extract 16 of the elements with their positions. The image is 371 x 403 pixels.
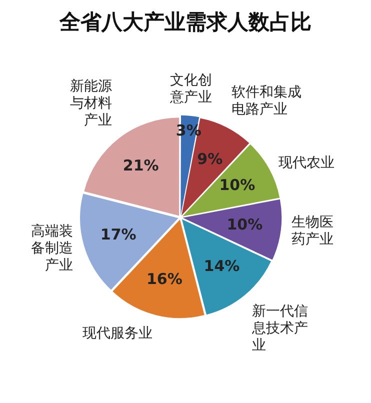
data-label: 16%: [146, 270, 182, 288]
slice-label: 现代农业: [278, 155, 335, 172]
slice-label: 文化创意产业: [169, 72, 212, 106]
chart-title: 全省八大产业需求人数占比: [58, 9, 312, 36]
slice-label: 生物医药产业: [292, 214, 334, 248]
slice-label: 软件和集成电路产业: [231, 84, 302, 118]
slice-label: 新能源与材料产业: [70, 78, 112, 129]
data-label: 9%: [197, 150, 223, 168]
data-label: 10%: [226, 215, 263, 234]
slice-label: 现代服务业: [82, 326, 153, 342]
data-label: 17%: [100, 225, 136, 244]
data-label: 10%: [219, 176, 256, 194]
data-label: 21%: [122, 156, 159, 174]
slice-label: 新一代信息技术产业: [250, 303, 308, 354]
slice-label: 高端装备制造产业: [30, 223, 73, 274]
data-label: 14%: [204, 257, 240, 276]
